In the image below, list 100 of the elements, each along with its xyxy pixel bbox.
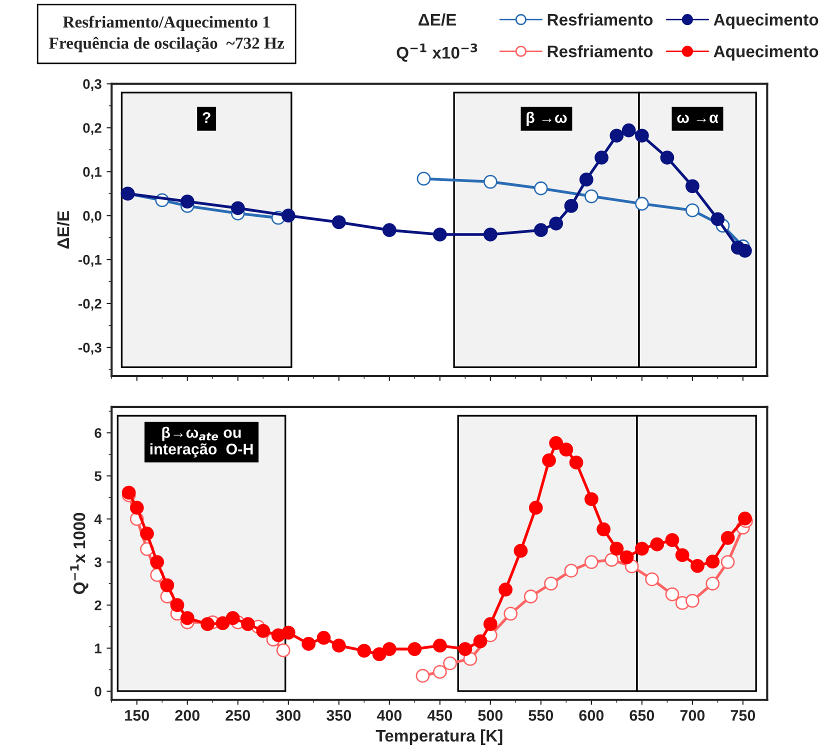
chart-subtitle: Frequência de oscilação ~732 Hz xyxy=(49,36,284,52)
point xyxy=(584,189,598,204)
point xyxy=(302,636,316,651)
x-tick-label: 700 xyxy=(680,710,705,721)
point xyxy=(675,548,690,562)
x-tick-label: 300 xyxy=(276,710,301,721)
point xyxy=(382,642,396,656)
point xyxy=(416,172,431,186)
y-tick-label: 3 xyxy=(94,557,102,568)
point xyxy=(579,172,594,187)
x-tick-label: 500 xyxy=(478,710,503,721)
point xyxy=(584,492,598,506)
point xyxy=(316,630,331,645)
y-tick-label: -0,2 xyxy=(78,298,102,311)
band-label: β →ω xyxy=(526,112,567,126)
point xyxy=(170,598,184,612)
x-axis-title: Temperatura [K] xyxy=(376,729,502,745)
band-label: β→ω$_{ate}$ ou interação O-H xyxy=(150,426,253,458)
legend-label: Aquecimento xyxy=(714,13,818,29)
point xyxy=(634,196,649,211)
x-tick-label: 250 xyxy=(226,710,250,721)
y-tick-label: 0,0 xyxy=(83,210,102,223)
point xyxy=(504,606,518,621)
x-tick-label: 450 xyxy=(427,710,452,721)
point xyxy=(660,150,674,165)
point xyxy=(432,664,447,679)
point xyxy=(549,216,564,230)
point xyxy=(276,643,290,658)
point xyxy=(738,512,752,526)
point xyxy=(634,128,649,143)
point xyxy=(372,647,386,662)
point xyxy=(458,642,472,656)
point xyxy=(650,537,664,552)
legend-label: Resfriamento xyxy=(548,45,653,58)
point xyxy=(634,542,649,556)
point xyxy=(534,223,548,238)
point xyxy=(584,555,598,569)
point xyxy=(710,212,725,226)
x-tick-label: 150 xyxy=(125,710,149,721)
point xyxy=(416,668,430,683)
band-label: ω →α xyxy=(677,114,718,123)
y-tick-label: 1 xyxy=(95,644,102,654)
y-tick-label: 5 xyxy=(94,471,102,482)
point xyxy=(544,576,558,591)
point xyxy=(483,174,498,189)
x-tick-label: 650 xyxy=(630,710,654,721)
band-label: ? xyxy=(202,112,210,123)
point xyxy=(256,624,270,638)
point xyxy=(483,617,498,632)
point xyxy=(610,128,624,143)
point xyxy=(564,199,578,213)
point xyxy=(382,223,396,238)
x-tick-label: 550 xyxy=(528,710,554,721)
legend-title: Q$^{−1}$ x10$^{−3}$ xyxy=(396,43,478,62)
point xyxy=(332,215,346,230)
point xyxy=(432,228,447,242)
point xyxy=(569,456,584,470)
point xyxy=(720,530,735,545)
point xyxy=(216,616,230,630)
point xyxy=(564,564,578,578)
point xyxy=(524,590,538,604)
point xyxy=(549,436,564,450)
point xyxy=(690,558,704,573)
point xyxy=(622,123,636,138)
point xyxy=(140,526,154,541)
point xyxy=(483,228,498,242)
legend-label: Aquecimento xyxy=(714,45,818,61)
point xyxy=(720,555,735,569)
point xyxy=(665,587,680,602)
x-tick-label: 350 xyxy=(326,710,352,721)
point xyxy=(645,572,659,586)
point xyxy=(534,181,548,196)
y-tick-label: 0,3 xyxy=(83,79,102,91)
point xyxy=(604,552,619,567)
y-tick-label: 0 xyxy=(94,686,102,696)
legend-title: ΔE/E xyxy=(418,13,456,26)
chart-title: Resfriamento/Aquecimento 1 xyxy=(62,16,270,32)
y-tick-label: 2 xyxy=(94,600,102,610)
point xyxy=(281,626,296,640)
point xyxy=(332,638,346,653)
point xyxy=(686,179,700,194)
point xyxy=(706,576,720,591)
point xyxy=(432,638,447,653)
point xyxy=(130,500,144,515)
point xyxy=(180,194,194,209)
point xyxy=(408,642,422,656)
point xyxy=(559,442,574,457)
y-tick-label: 0,2 xyxy=(83,123,102,135)
point xyxy=(528,500,543,515)
point xyxy=(610,542,624,556)
y-axis-title: ΔE/E xyxy=(56,211,70,249)
point xyxy=(150,555,164,569)
point xyxy=(498,582,513,597)
point xyxy=(200,617,215,632)
point xyxy=(241,617,255,632)
y-tick-label: 0,1 xyxy=(83,167,102,179)
point xyxy=(122,486,136,500)
point xyxy=(542,453,556,468)
point xyxy=(160,578,174,592)
point xyxy=(706,554,720,569)
